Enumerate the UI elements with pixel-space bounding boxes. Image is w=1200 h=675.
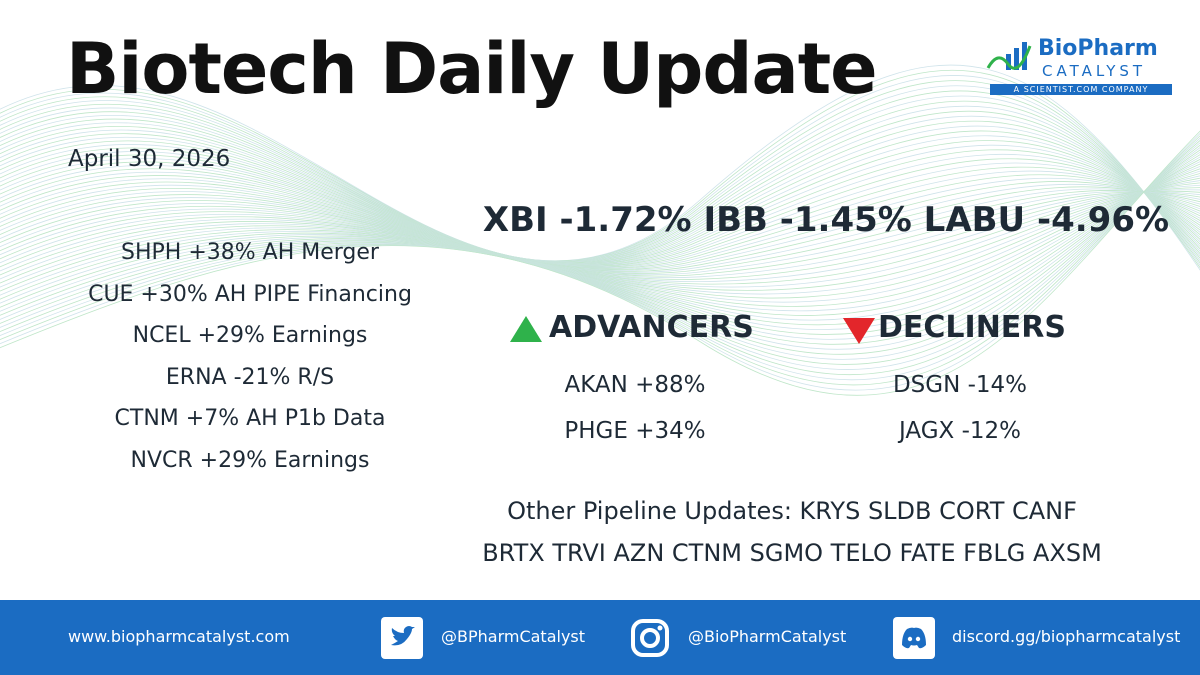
wave-line (0, 135, 1200, 386)
twitter-handle[interactable]: @BPharmCatalyst (441, 627, 586, 646)
advancers-heading: ADVANCERS (549, 310, 754, 345)
pipeline-line: BRTX TRVI AZN CTNM SGMO TELO FATE FBLG A… (482, 539, 1102, 567)
wave-line (0, 161, 1200, 330)
wave-line (0, 168, 1200, 269)
mover-item: NVCR +29% Earnings (130, 448, 370, 473)
wave-line (0, 125, 1200, 264)
wave-line (0, 154, 1200, 267)
wave-line (0, 190, 1200, 280)
wave-line (0, 184, 1200, 273)
wave-line (0, 180, 1200, 295)
wave-line (0, 191, 1200, 277)
decliner-item: JAGX -12% (898, 418, 1022, 444)
wave-line (0, 178, 1200, 271)
wave-line (0, 163, 1200, 326)
mover-item: SHPH +38% AH Merger (121, 240, 379, 265)
logo-tagline: A SCIENTIST.COM COMPANY (990, 84, 1172, 95)
twitter-icon[interactable] (381, 617, 423, 659)
wave-line (0, 170, 1200, 312)
discord-link[interactable]: discord.gg/biopharmcatalyst (952, 627, 1181, 646)
wave-line (0, 110, 1200, 264)
wave-line (0, 147, 1200, 360)
mover-item: ERNA -21% R/S (165, 364, 335, 390)
wave-line (0, 191, 1200, 279)
wave-line (0, 158, 1200, 335)
wave-line (0, 188, 1200, 274)
instagram-handle[interactable]: @BioPharmCatalyst (688, 627, 847, 646)
wave-line (0, 187, 1200, 285)
wave-line (0, 147, 1200, 266)
down-arrow (843, 318, 875, 344)
wave-line (0, 85, 1200, 262)
wave-line (0, 164, 1200, 269)
wave-line (0, 142, 1200, 370)
wave-line (0, 140, 1200, 265)
wave-line (0, 100, 1200, 263)
advancer-item: PHGE +34% (564, 418, 706, 444)
wave-line (0, 189, 1200, 283)
decliner-item: DSGN -14% (892, 372, 1028, 398)
wave-line (0, 151, 1200, 350)
wave-line (0, 90, 1200, 263)
wave-line (0, 173, 1200, 307)
wave-line (0, 105, 1200, 263)
wave-line (0, 137, 1200, 381)
wave-line (0, 161, 1200, 268)
wave-line (0, 175, 1200, 271)
wave-line (0, 149, 1200, 355)
wave-line (0, 151, 1200, 267)
wave-line (0, 130, 1200, 265)
wave-line (0, 177, 1200, 299)
logo-icon (986, 42, 1032, 70)
wave-line (0, 154, 1200, 345)
title: Biotech Daily Update (66, 28, 878, 110)
logo-name: BioPharm (1038, 36, 1158, 61)
wave-line (0, 115, 1200, 264)
wave-line (0, 181, 1200, 272)
wave-line (0, 182, 1200, 291)
wave-line (0, 156, 1200, 340)
indices: XBI -1.72% IBB -1.45% LABU -4.96% (482, 200, 1170, 240)
background-waves (0, 64, 1200, 396)
logo-subname: CATALYST (1042, 62, 1147, 80)
mover-item: NCEL +29% Earnings (132, 323, 368, 349)
wave-line (0, 175, 1200, 303)
footer: www.biopharmcatalyst.com @BPharmCatalyst… (0, 600, 1200, 675)
wave-line (0, 95, 1200, 263)
discord-icon[interactable] (893, 617, 935, 659)
wave-line (0, 184, 1200, 288)
wave-line (0, 143, 1200, 266)
wave-line (0, 165, 1200, 321)
wave-line (0, 144, 1200, 365)
wave-line (0, 132, 1200, 391)
pipeline-line: Other Pipeline Updates: KRYS SLDB CORT C… (507, 497, 1077, 525)
wave-line (0, 80, 1200, 264)
wave-line (0, 64, 1200, 271)
wave-line (0, 158, 1200, 267)
instagram-icon[interactable] (629, 617, 671, 659)
wave-line (0, 191, 1200, 276)
wave-line (0, 69, 1200, 269)
wave-line (0, 140, 1200, 376)
up-arrow (510, 316, 542, 342)
wave-line (0, 130, 1200, 396)
advancer-item: AKAN +88% (564, 372, 706, 398)
wave-line (0, 75, 1200, 266)
mover-item: CUE +30% AH PIPE Financing (88, 281, 412, 307)
wave-line (0, 120, 1200, 264)
logo: BioPharm CATALYST A SCIENTIST.COM COMPAN… (984, 36, 1174, 98)
wave-line (0, 171, 1200, 270)
website[interactable]: www.biopharmcatalyst.com (68, 627, 290, 646)
mover-item: CTNM +7% AH P1b Data (114, 406, 386, 432)
date: April 30, 2026 (68, 146, 231, 172)
wave-line (0, 135, 1200, 265)
wave-line (0, 168, 1200, 316)
decliners-heading: DECLINERS (878, 310, 1066, 345)
